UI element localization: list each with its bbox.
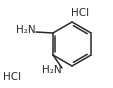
Text: HCl: HCl: [70, 8, 88, 18]
Text: H₂N: H₂N: [16, 25, 35, 35]
Text: H₂N: H₂N: [42, 65, 61, 75]
Text: HCl: HCl: [3, 72, 21, 82]
